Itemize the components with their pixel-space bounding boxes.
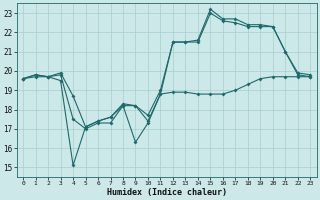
X-axis label: Humidex (Indice chaleur): Humidex (Indice chaleur) xyxy=(107,188,227,197)
